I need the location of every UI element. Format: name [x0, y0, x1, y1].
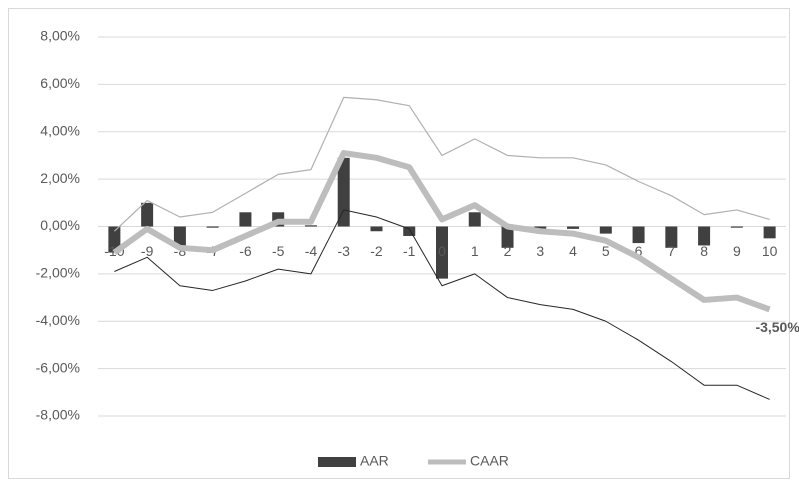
x-tick-label: 7: [667, 243, 675, 259]
bar: [567, 226, 580, 229]
bar: [730, 226, 743, 228]
bar: [206, 226, 219, 228]
x-tick-label: 8: [700, 243, 708, 259]
x-tick-label: -4: [305, 243, 318, 259]
bar: [337, 157, 350, 227]
bar: [632, 226, 645, 244]
y-tick-label: 0,00%: [40, 217, 80, 233]
y-tick-label: 6,00%: [40, 75, 80, 91]
x-tick-label: 3: [536, 243, 544, 259]
bar: [403, 226, 416, 236]
bar: [173, 226, 186, 246]
y-tick-label: 4,00%: [40, 122, 80, 138]
x-tick-label: 2: [504, 243, 512, 259]
legend-swatch: [318, 457, 356, 467]
x-tick-label: -3: [337, 243, 350, 259]
bar: [501, 226, 514, 248]
x-tick-label: 10: [762, 243, 778, 259]
y-tick-label: -8,00%: [36, 407, 80, 423]
x-tick-label: 4: [569, 243, 577, 259]
bar: [599, 226, 612, 234]
y-tick-label: -6,00%: [36, 359, 80, 375]
x-tick-label: -1: [403, 243, 416, 259]
bar: [108, 226, 121, 253]
legend-label: CAAR: [470, 453, 509, 469]
y-tick-label: -4,00%: [36, 312, 80, 328]
bar: [141, 202, 154, 227]
x-tick-label: -9: [141, 243, 154, 259]
x-tick-label: 0: [438, 243, 446, 259]
bar: [763, 226, 776, 239]
bar: [370, 226, 383, 232]
y-tick-label: 2,00%: [40, 170, 80, 186]
bar: [534, 226, 547, 229]
legend-label: AAR: [360, 453, 389, 469]
bar: [665, 226, 678, 248]
line: [114, 209, 770, 400]
y-tick-label: -2,00%: [36, 265, 80, 281]
x-tick-label: -2: [370, 243, 383, 259]
bar: [468, 212, 481, 227]
bar: [436, 226, 448, 279]
x-tick-label: -6: [239, 243, 252, 259]
x-tick-label: 1: [471, 243, 479, 259]
line: [112, 150, 771, 313]
chart-border: [8, 8, 790, 479]
bar: [239, 212, 252, 227]
x-tick-label: -5: [272, 243, 285, 259]
line: [113, 96, 770, 232]
bar: [698, 226, 711, 246]
x-tick-label: 6: [635, 243, 643, 259]
x-tick-label: 5: [602, 243, 610, 259]
y-tick-label: 8,00%: [40, 28, 80, 44]
x-tick-label: 9: [733, 243, 741, 259]
data-label: -3,50%: [755, 319, 799, 335]
bar: [304, 225, 317, 227]
